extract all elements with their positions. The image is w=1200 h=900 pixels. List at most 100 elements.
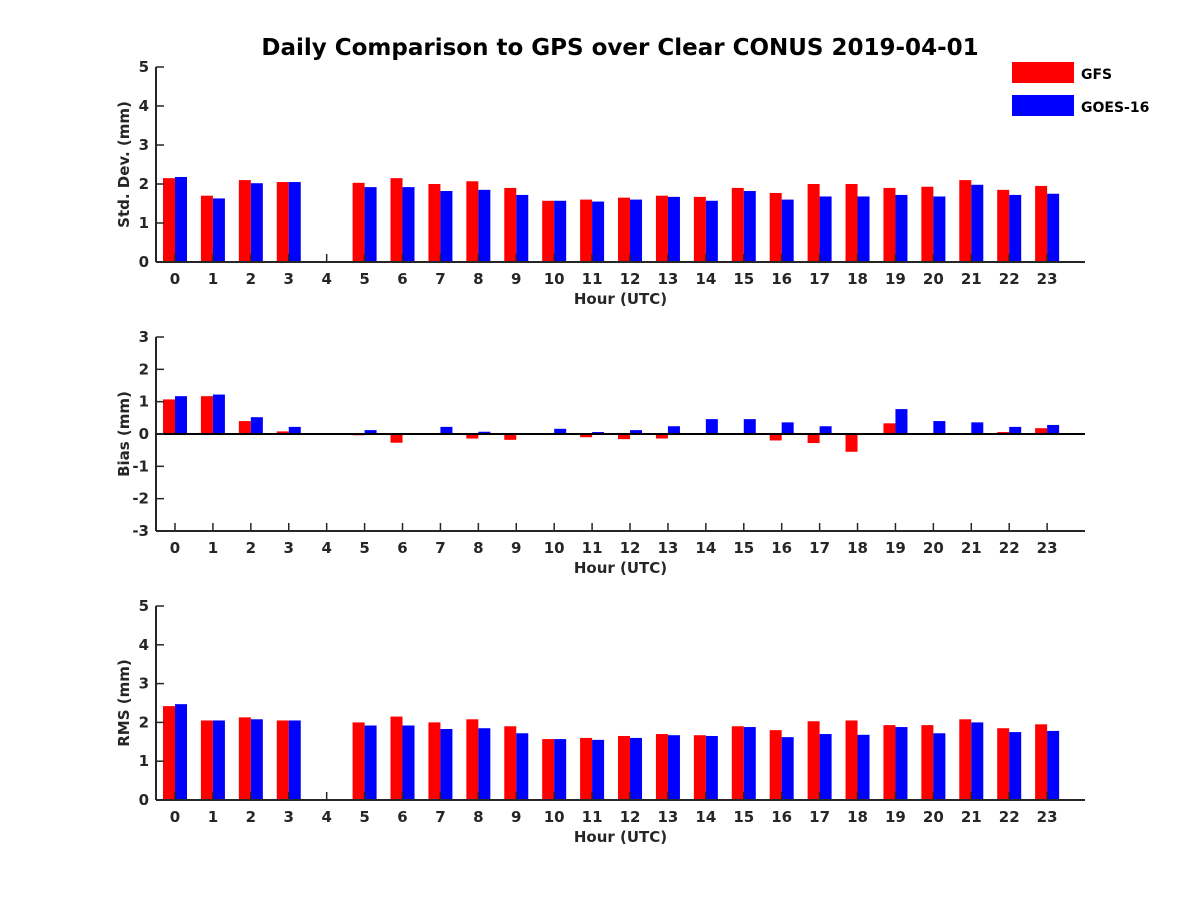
y-tick-label: 5 (139, 597, 149, 615)
bar-bias-goes16-1 (212, 394, 225, 434)
x-tick-label: 20 (923, 808, 944, 826)
x-tick-label: 1 (208, 270, 218, 288)
bar-bias-goes16-8 (478, 431, 491, 434)
bar-rms-gfs-6 (390, 716, 403, 800)
bar-stddev-gfs-6 (390, 178, 403, 262)
x-tick-label: 2 (246, 270, 256, 288)
bar-rms-gfs-16 (769, 730, 782, 800)
bar-stddev-goes16-3 (288, 182, 301, 262)
y-tick-label: -3 (132, 522, 149, 540)
bar-rms-goes16-15 (743, 727, 756, 800)
bar-bias-gfs-3 (276, 431, 289, 434)
bar-rms-gfs-17 (807, 721, 820, 800)
bar-stddev-gfs-16 (769, 192, 782, 262)
x-tick-label: 6 (397, 808, 407, 826)
x-tick-label: 22 (999, 808, 1020, 826)
x-tick-label: 15 (733, 808, 754, 826)
bar-rms-gfs-20 (921, 725, 934, 800)
bar-bias-goes16-5 (364, 430, 377, 434)
x-tick-label: 12 (620, 539, 641, 557)
x-tick-label: 13 (658, 539, 679, 557)
bar-stddev-gfs-3 (276, 182, 289, 262)
bar-bias-goes16-20 (933, 421, 946, 434)
bar-rms-gfs-7 (428, 722, 441, 800)
bar-rms-goes16-9 (516, 733, 529, 800)
x-tick-label: 1 (208, 808, 218, 826)
bar-stddev-gfs-5 (352, 182, 365, 262)
y-axis-label: Bias (mm) (115, 391, 133, 477)
bar-rms-goes16-1 (212, 720, 225, 800)
x-axis-label: Hour (UTC) (574, 559, 667, 577)
x-tick-label: 19 (885, 539, 906, 557)
x-tick-label: 1 (208, 539, 218, 557)
x-tick-label: 14 (695, 539, 716, 557)
bar-rms-goes16-11 (592, 739, 605, 800)
bar-rms-goes16-20 (933, 733, 946, 800)
bar-stddev-goes16-23 (1047, 193, 1060, 262)
x-tick-label: 23 (1037, 539, 1058, 557)
bar-stddev-gfs-10 (542, 200, 555, 262)
bar-rms-gfs-10 (542, 739, 555, 800)
bar-bias-goes16-0 (175, 396, 187, 434)
bar-bias-goes16-22 (1009, 426, 1022, 434)
x-tick-label: 20 (923, 539, 944, 557)
bar-rms-gfs-13 (655, 734, 668, 800)
bar-rms-goes16-19 (895, 727, 908, 800)
bar-stddev-gfs-11 (580, 199, 593, 262)
bar-rms-goes16-12 (630, 737, 643, 800)
bar-stddev-goes16-17 (819, 196, 832, 262)
legend-label-goes16: GOES-16 (1081, 100, 1149, 116)
bar-rms-gfs-15 (731, 726, 744, 800)
bar-stddev-gfs-20 (921, 186, 934, 262)
x-tick-label: 21 (961, 539, 982, 557)
chart-title: Daily Comparison to GPS over Clear CONUS… (261, 35, 978, 61)
x-tick-label: 0 (170, 539, 180, 557)
x-tick-label: 5 (359, 808, 369, 826)
x-tick-label: 18 (847, 808, 868, 826)
bar-stddev-gfs-21 (959, 180, 972, 262)
x-tick-label: 3 (284, 808, 294, 826)
bar-stddev-goes16-14 (705, 200, 718, 262)
bar-stddev-gfs-22 (997, 189, 1010, 262)
y-tick-label: 0 (139, 425, 149, 443)
bar-bias-gfs-17 (807, 434, 820, 444)
bar-stddev-gfs-9 (504, 187, 517, 262)
bar-rms-goes16-18 (857, 734, 870, 800)
bar-rms-goes16-2 (250, 719, 263, 800)
bar-rms-gfs-12 (618, 735, 631, 800)
bar-stddev-goes16-6 (402, 187, 415, 262)
bar-bias-gfs-16 (769, 434, 782, 441)
x-tick-label: 4 (321, 539, 331, 557)
x-tick-label: 20 (923, 270, 944, 288)
y-tick-label: 5 (139, 58, 149, 76)
x-tick-label: 10 (544, 808, 565, 826)
y-tick-label: 4 (139, 97, 149, 115)
bar-rms-goes16-8 (478, 728, 491, 800)
bar-bias-goes16-3 (288, 426, 301, 434)
bar-rms-goes16-3 (288, 720, 301, 800)
bar-stddev-goes16-9 (516, 194, 529, 262)
bar-stddev-goes16-19 (895, 194, 908, 262)
bar-rms-gfs-2 (238, 717, 251, 800)
bar-rms-goes16-10 (554, 739, 567, 800)
y-axis-label: Std. Dev. (mm) (115, 101, 133, 228)
bar-bias-goes16-13 (667, 426, 680, 434)
bar-bias-goes16-16 (781, 422, 794, 434)
x-tick-label: 14 (695, 808, 716, 826)
x-tick-label: 13 (658, 270, 679, 288)
x-tick-label: 7 (435, 808, 445, 826)
legend-swatch-gfs (1012, 62, 1074, 83)
bar-stddev-goes16-11 (592, 201, 605, 262)
y-tick-label: -1 (132, 457, 149, 475)
y-tick-label: 2 (139, 713, 149, 731)
y-tick-label: 0 (139, 791, 149, 809)
x-tick-label: 10 (544, 270, 565, 288)
x-tick-label: 0 (170, 270, 180, 288)
y-tick-label: 3 (139, 675, 149, 693)
bar-rms-gfs-23 (1035, 724, 1048, 800)
bar-rms-goes16-13 (667, 735, 680, 800)
bar-stddev-goes16-1 (212, 198, 225, 262)
bar-stddev-goes16-18 (857, 196, 870, 262)
